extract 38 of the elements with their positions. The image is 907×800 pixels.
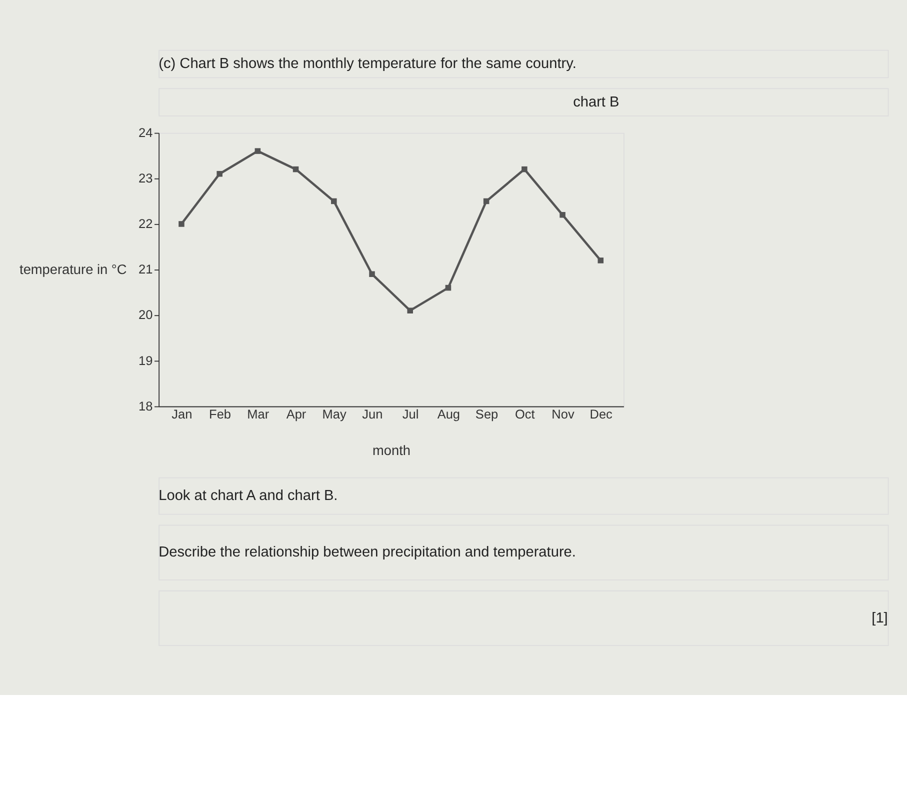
y-tick-label: 18 bbox=[138, 398, 153, 414]
x-tick-label: Sep bbox=[475, 406, 498, 422]
x-tick-label: Jul bbox=[402, 406, 419, 422]
y-tick-label: 23 bbox=[138, 170, 153, 186]
y-tick-label: 19 bbox=[138, 352, 153, 368]
x-tick-label: Jan bbox=[172, 406, 192, 422]
chart-title: chart B bbox=[573, 94, 620, 110]
point bbox=[560, 212, 566, 218]
y-tick-label: 22 bbox=[138, 216, 153, 232]
x-tick-label: Apr bbox=[286, 406, 307, 422]
x-axis-title: month bbox=[372, 443, 410, 458]
point bbox=[254, 148, 261, 154]
x-tick-label: May bbox=[322, 406, 348, 422]
point bbox=[369, 271, 375, 278]
x-tick-label: Oct bbox=[514, 406, 536, 422]
point bbox=[178, 221, 184, 227]
point bbox=[445, 284, 452, 291]
x-tick-label: Feb bbox=[209, 406, 232, 422]
x-tick-label: Jun bbox=[362, 406, 383, 422]
x-tick-label: Nov bbox=[552, 406, 575, 422]
y-tick-label: 20 bbox=[138, 307, 153, 322]
chart-subtitle: (c) Chart B shows the monthly temperature for the same country. bbox=[158, 56, 576, 72]
text: Describe the relationship between precipitation and temperature. bbox=[158, 544, 576, 561]
y-axis-title: temperature in °C bbox=[20, 262, 127, 278]
y-tick-label: 24 bbox=[138, 124, 153, 140]
x-tick-label: Mar bbox=[247, 406, 270, 422]
point bbox=[216, 170, 222, 177]
text: [1] bbox=[872, 610, 888, 626]
x-tick-label: Dec bbox=[590, 406, 614, 422]
point bbox=[483, 198, 490, 204]
point bbox=[292, 166, 299, 172]
point bbox=[331, 198, 337, 204]
point bbox=[598, 258, 604, 264]
text: Look at chart A and chart B. bbox=[158, 488, 338, 504]
point bbox=[407, 308, 413, 314]
x-tick-label: Aug bbox=[437, 406, 460, 422]
y-tick-label: 21 bbox=[138, 262, 153, 277]
point bbox=[522, 166, 528, 172]
